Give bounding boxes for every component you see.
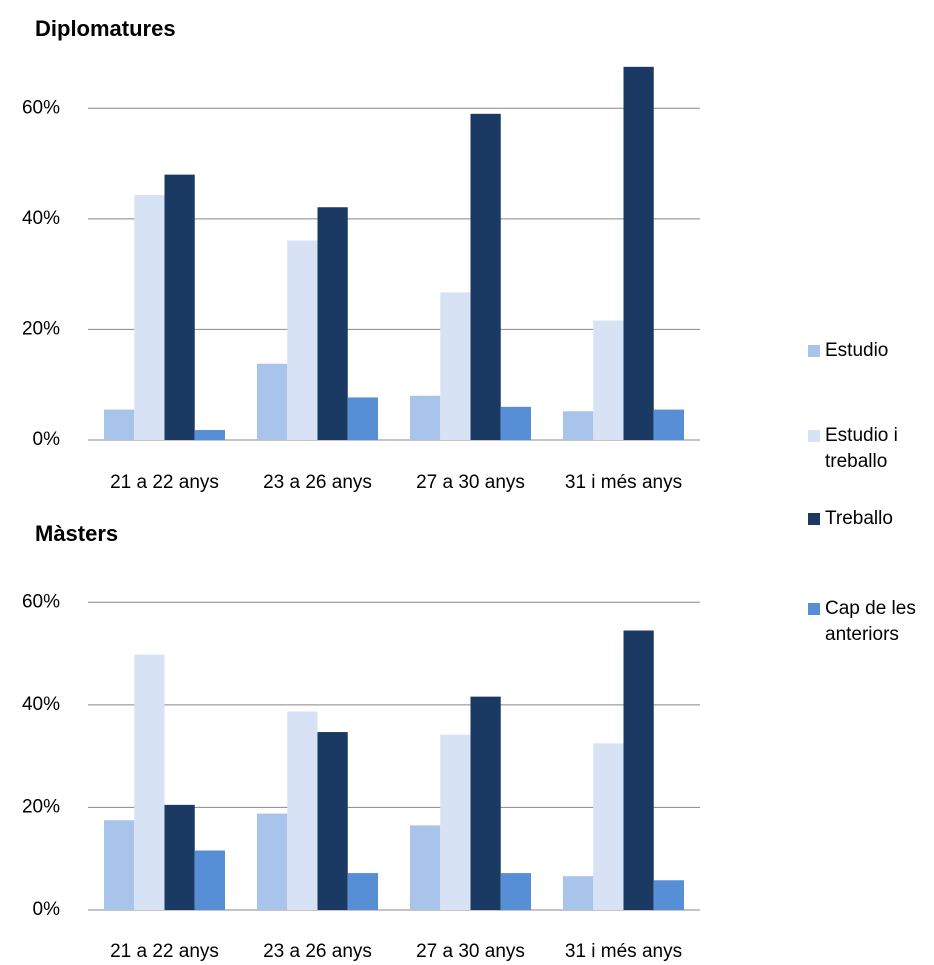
bar [470, 696, 501, 910]
bar [287, 240, 318, 440]
chart-title: Diplomatures [35, 16, 176, 41]
bar [653, 409, 684, 440]
y-tick-label: 0% [33, 899, 61, 920]
bar [440, 734, 471, 910]
legend-item: Cap de les anteriors [808, 596, 928, 648]
legend-label: Cap de les anteriors [825, 598, 916, 645]
bar [287, 711, 318, 910]
legend-item: Treballo [808, 506, 928, 532]
bar [164, 174, 195, 440]
chart-title: Màsters [35, 521, 118, 546]
bar [563, 411, 594, 440]
bar [257, 363, 288, 440]
bar [593, 320, 624, 440]
x-tick-label: 31 i més anys [565, 941, 682, 962]
legend-swatch [808, 430, 820, 442]
y-tick-label: 40% [22, 694, 60, 715]
legend-swatch [808, 345, 820, 357]
y-tick-label: 60% [22, 591, 60, 612]
bar [317, 732, 348, 910]
x-tick-label: 23 a 26 anys [263, 941, 372, 962]
legend-label: Treballo [825, 508, 893, 529]
bar [653, 880, 684, 910]
bar [347, 873, 378, 910]
bar [317, 207, 348, 440]
legend-item: Estudio i treballo [808, 423, 928, 475]
bar [194, 430, 225, 440]
bar [563, 876, 594, 910]
bar [500, 406, 531, 440]
bar [440, 292, 471, 440]
legend-label: Estudio i treballo [825, 425, 898, 472]
bar [104, 409, 135, 440]
y-tick-label: 0% [33, 429, 61, 450]
bar [134, 654, 165, 910]
legend-label: Estudio [825, 340, 889, 361]
bar [164, 804, 195, 910]
bar [410, 395, 441, 440]
bar [257, 813, 288, 910]
bar [347, 397, 378, 440]
bar [470, 113, 501, 441]
y-tick-label: 20% [22, 796, 60, 817]
bar [134, 195, 165, 440]
bar [194, 850, 225, 910]
legend-swatch [808, 603, 820, 615]
bar [623, 630, 654, 910]
bar [410, 825, 441, 910]
bar [593, 743, 624, 910]
legend-item: Estudio [808, 338, 928, 364]
x-tick-label: 21 a 22 anys [110, 941, 219, 962]
bar [104, 820, 135, 910]
legend-swatch [808, 513, 820, 525]
bar [500, 873, 531, 910]
x-tick-label: 27 a 30 anys [416, 472, 525, 493]
x-tick-label: 31 i més anys [565, 472, 682, 493]
y-tick-label: 60% [22, 97, 60, 118]
x-tick-label: 21 a 22 anys [110, 472, 219, 493]
bar [623, 66, 654, 441]
x-tick-label: 23 a 26 anys [263, 472, 372, 493]
y-tick-label: 40% [22, 208, 60, 229]
x-tick-label: 27 a 30 anys [416, 941, 525, 962]
y-tick-label: 20% [22, 318, 60, 339]
